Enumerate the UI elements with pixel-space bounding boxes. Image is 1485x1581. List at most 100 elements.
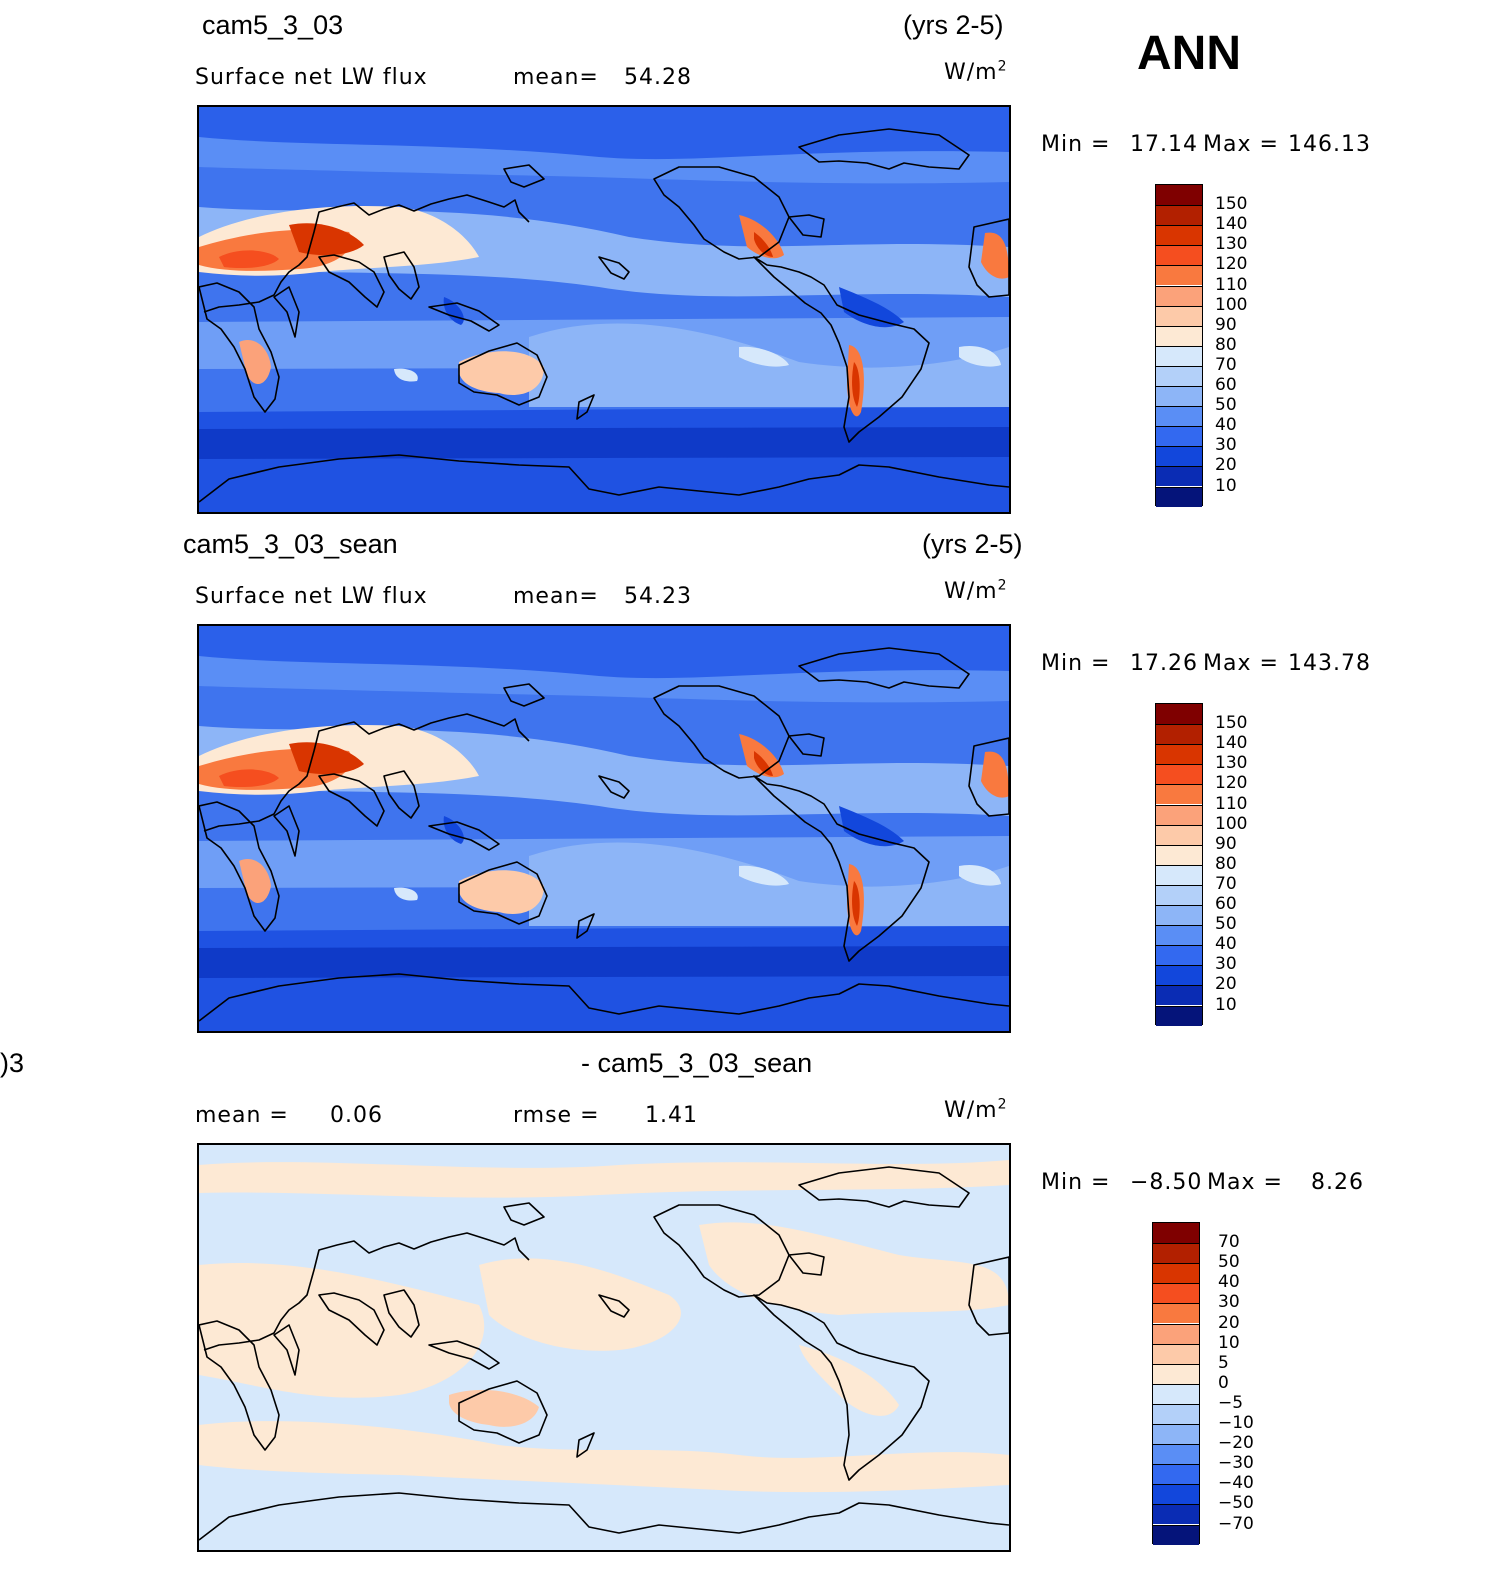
- coastline: [383, 1289, 420, 1338]
- colorbar-tick-label: 120: [1215, 254, 1248, 275]
- coastline: [199, 973, 1009, 1022]
- panel2-max-value: 143.78: [1288, 651, 1371, 676]
- coastline: [428, 821, 500, 851]
- colorbar-box: [1153, 1243, 1199, 1264]
- colorbar-tick-label: 50: [1215, 395, 1237, 416]
- panel3-case-left-fragment: )3: [0, 1048, 25, 1078]
- panel1-case-title: cam5_3_03: [202, 10, 344, 40]
- panel2-max-label: Max =: [1203, 651, 1279, 676]
- coastline: [753, 256, 930, 443]
- contour-fills: [199, 107, 1009, 512]
- coastline: [598, 1294, 630, 1318]
- colorbar-box: [1156, 365, 1202, 386]
- colorbar-tick-label: −10: [1218, 1413, 1254, 1433]
- colorbar-tick-label: 90: [1215, 833, 1237, 854]
- colorbar-tick-label: 80: [1215, 334, 1237, 355]
- coastline: [798, 128, 970, 170]
- colorbar-tick-label: 5: [1218, 1352, 1229, 1373]
- contour-region: [199, 926, 1009, 1031]
- colorbar-tick-label: 60: [1215, 894, 1237, 914]
- coastline: [653, 1204, 790, 1298]
- coastline: [753, 1294, 930, 1481]
- colorbar-tick-label: −30: [1218, 1453, 1254, 1474]
- colorbar-box: [1156, 1005, 1202, 1026]
- coastline: [199, 1320, 280, 1451]
- panel3-min-value: −8.50: [1130, 1170, 1203, 1195]
- panel3-min-label: Min =: [1041, 1170, 1111, 1195]
- panel3-mean-label: mean =: [195, 1103, 289, 1128]
- coastline: [428, 302, 500, 332]
- colorbar-box: [1156, 466, 1202, 487]
- panel2-mean-value: 54.23: [624, 584, 692, 609]
- coastline: [273, 286, 300, 338]
- colorbar-box: [1156, 345, 1202, 366]
- colorbar-box: [1153, 1363, 1199, 1384]
- colorbar-tick-label: 20: [1215, 974, 1237, 995]
- panel3-max-label: Max =: [1207, 1170, 1283, 1195]
- colorbar-tick-label: 40: [1215, 415, 1237, 436]
- colorbar-box: [1156, 225, 1202, 246]
- coastline: [318, 773, 385, 827]
- coastline: [503, 1202, 545, 1226]
- coastline: [598, 256, 630, 280]
- colorbar-box: [1156, 844, 1202, 865]
- panel1-min-label: Min =: [1041, 132, 1111, 157]
- colorbar-tick-label: 130: [1215, 234, 1248, 255]
- contour-region: [199, 946, 1009, 978]
- colorbar-tick-label: −5: [1218, 1392, 1244, 1413]
- panel2-min-label: Min =: [1041, 651, 1111, 676]
- colorbar-boxes: [1155, 184, 1203, 507]
- colorbar-box: [1156, 486, 1202, 507]
- colorbar-box: [1156, 205, 1202, 226]
- colorbar-tick-label: 20: [1215, 455, 1237, 476]
- colorbar-tick-label: 20: [1218, 1312, 1240, 1333]
- coastline: [576, 1432, 595, 1458]
- contour-fills: [199, 626, 1009, 1031]
- colorbar-box: [1156, 386, 1202, 407]
- coastline: [428, 1340, 500, 1370]
- coastline: [199, 801, 280, 932]
- colorbar-tick-label: 30: [1215, 954, 1237, 975]
- panel1-mean-value: 54.28: [624, 65, 692, 90]
- coastlines: [199, 128, 1009, 503]
- contour-region: [394, 368, 418, 382]
- colorbar-tick-label: 10: [1215, 475, 1237, 496]
- contour-region: [199, 656, 1009, 703]
- panel1-min-value: 17.14: [1130, 132, 1198, 157]
- colorbar-tick-label: 100: [1215, 294, 1248, 315]
- colorbar-box: [1156, 704, 1202, 725]
- colorbar-tick-label: 30: [1215, 435, 1237, 456]
- panel3-map: [197, 1143, 1011, 1552]
- colorbar-box: [1153, 1383, 1199, 1404]
- colorbar-tick-label: 70: [1218, 1232, 1240, 1253]
- colorbar-box: [1156, 925, 1202, 946]
- coastline: [273, 805, 300, 857]
- colorbar-tick-label: 0: [1218, 1372, 1229, 1393]
- contour-region: [459, 870, 544, 915]
- panel3-mean-value: 0.06: [330, 1103, 383, 1128]
- colorbar-tick-label: 110: [1215, 793, 1248, 814]
- colorbar-tick-label: 130: [1215, 753, 1248, 774]
- contour-region: [199, 427, 1009, 459]
- colorbar-box: [1156, 325, 1202, 346]
- contour-region: [852, 881, 860, 926]
- colorbar-tick-label: 70: [1215, 873, 1237, 894]
- coastline: [458, 1380, 548, 1444]
- contour-region: [394, 887, 418, 901]
- colorbar-tick-label: 150: [1215, 713, 1248, 734]
- panel2-variable: Surface net LW flux: [195, 584, 428, 609]
- panel1-years: (yrs 2-5): [903, 10, 1004, 40]
- colorbar-tick-label: 50: [1218, 1252, 1240, 1273]
- coastline: [753, 775, 930, 962]
- colorbar-box: [1156, 784, 1202, 805]
- contour-region: [219, 769, 279, 788]
- colorbar-box: [1153, 1343, 1199, 1364]
- colorbar-tick-label: 140: [1215, 214, 1248, 235]
- colorbar-tick-label: 40: [1218, 1272, 1240, 1293]
- colorbar-tick-label: −70: [1218, 1513, 1254, 1534]
- colorbar-box: [1156, 744, 1202, 765]
- panel1-variable: Surface net LW flux: [195, 65, 428, 90]
- contour-region: [199, 1263, 485, 1398]
- panel2-map: [197, 624, 1011, 1033]
- colorbar-box: [1156, 406, 1202, 427]
